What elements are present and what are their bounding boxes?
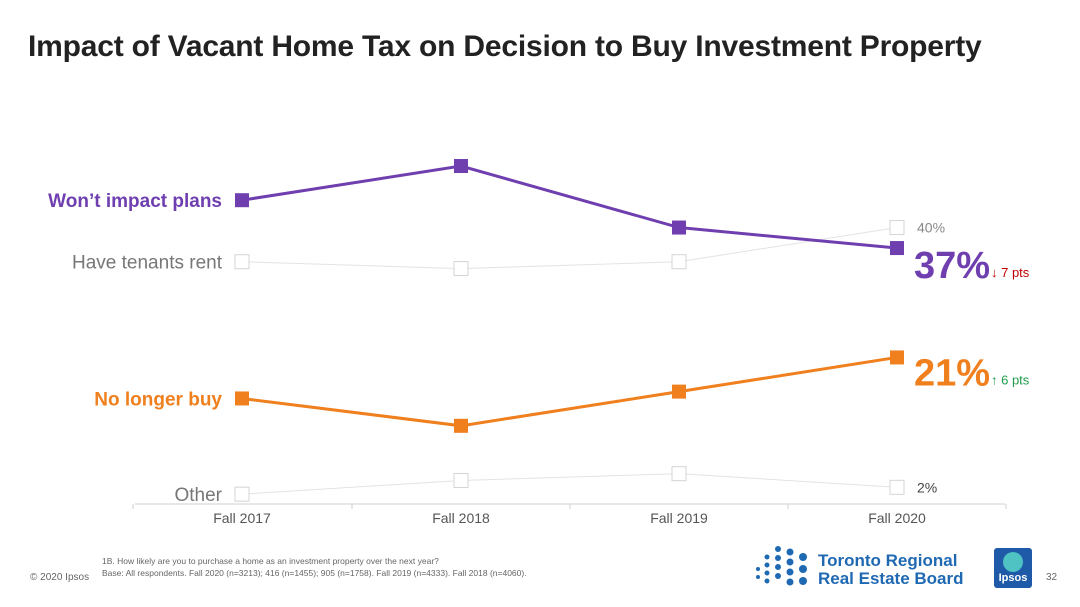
line-chart: Fall 2017 Fall 2018 Fall 2019 Fall 2020 Have… [48,159,1030,526]
x-tick-label: Fall 2020 [868,510,926,526]
footnote-question: 1B. How likely are you to purchase a hom… [102,556,439,566]
have-tenants-rent-end-value-label: 40% [917,220,945,236]
no-longer-buy-marker [890,350,904,365]
won-t-impact-plans-marker [672,220,686,235]
won-t-impact-plans-change-label: ↓ 7 pts [991,265,1030,280]
ipsos-logo: Ipsos [994,548,1032,588]
other-series-label: Other [174,485,222,506]
ipsos-circle-icon [1003,552,1023,572]
no-longer-buy-marker [454,418,468,433]
won-t-impact-plans-marker [890,241,904,256]
have-tenants-rent-series-label: Have tenants rent [72,253,223,274]
have-tenants-rent-marker [234,254,250,270]
no-longer-buy-change-label: ↑ 6 pts [991,372,1030,387]
slide-title: Impact of Vacant Home Tax on Decision to… [28,30,982,63]
won-t-impact-plans-series-label: Won’t impact plans [48,191,222,212]
won-t-impact-plans-marker [454,159,468,174]
no-longer-buy-series-label: No longer buy [94,389,222,410]
trreb-logo: Toronto Regional Real Estate Board [752,543,982,588]
footnote-base: Base: All respondents. Fall 2020 (n=3213… [102,568,527,578]
no-longer-buy-end-value-label: 21% [914,352,990,394]
ipsos-wordmark: Ipsos [998,572,1028,584]
page-number: 32 [1046,572,1058,583]
copyright: © 2020 Ipsos [30,572,90,583]
other-marker [234,486,250,502]
other-marker [453,472,469,488]
trreb-line1: Toronto Regional [818,551,958,570]
other-marker [889,479,905,495]
trreb-dots-icon [756,546,807,586]
have-tenants-rent-marker [453,261,469,277]
no-longer-buy-marker [672,384,686,399]
no-longer-buy-line [241,355,898,428]
no-longer-buy-marker [235,391,249,406]
trreb-line2: Real Estate Board [818,569,964,588]
have-tenants-rent-marker [889,220,905,236]
other-end-value-label: 2% [917,479,937,495]
won-t-impact-plans-end-value-label: 37% [914,245,990,287]
have-tenants-rent-marker [671,254,687,270]
x-tick-label: Fall 2018 [432,510,490,526]
won-t-impact-plans-line [241,164,898,250]
have-tenants-rent-line [241,227,898,270]
x-tick-label: Fall 2017 [213,510,271,526]
other-line [241,473,898,495]
trreb-name: Toronto Regional Real Estate Board [818,552,964,588]
won-t-impact-plans-marker [235,193,249,208]
x-tick-label: Fall 2019 [650,510,708,526]
footnote: 1B. How likely are you to purchase a hom… [102,555,527,579]
other-marker [671,466,687,482]
